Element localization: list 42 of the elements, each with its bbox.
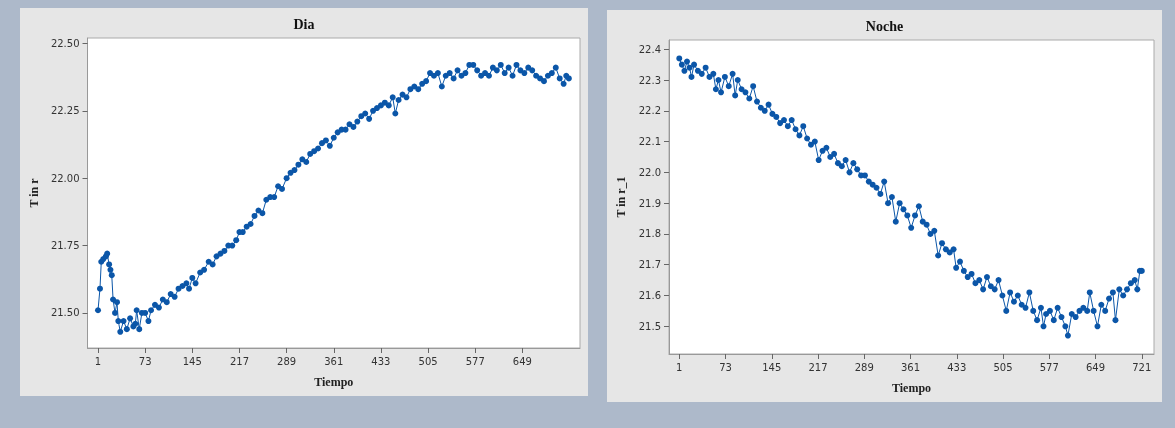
y-tick-label: 22.3 bbox=[638, 74, 661, 86]
x-tick-label: 1 bbox=[676, 361, 683, 373]
x-tick-label: 361 bbox=[900, 361, 921, 373]
y-axis-title: T in r bbox=[27, 177, 41, 208]
y-tick-label: 21.7 bbox=[638, 259, 661, 271]
y-tick-label: 21.8 bbox=[638, 228, 661, 240]
x-tick-label: 73 bbox=[719, 361, 732, 373]
x-tick-label: 1 bbox=[94, 355, 102, 367]
x-axis-title: Tiempo bbox=[891, 381, 932, 395]
x-tick-label: 505 bbox=[993, 361, 1013, 373]
x-tick-label: 505 bbox=[418, 355, 438, 367]
y-tick-label: 22.2 bbox=[638, 105, 661, 117]
x-tick-label: 433 bbox=[371, 355, 391, 367]
chart-title: Noche bbox=[865, 18, 904, 34]
y-tick-label: 22.00 bbox=[50, 172, 80, 184]
x-tick-label: 649 bbox=[1086, 361, 1106, 373]
y-tick-label: 22.4 bbox=[638, 43, 661, 55]
x-tick-label: 361 bbox=[324, 355, 344, 367]
y-tick-label: 21.50 bbox=[50, 307, 80, 319]
y-tick-label: 21.5 bbox=[638, 320, 661, 332]
x-tick-label: 433 bbox=[947, 361, 967, 373]
y-tick-label: 21.9 bbox=[638, 197, 661, 209]
y-tick-label: 22.50 bbox=[50, 37, 80, 49]
x-tick-label: 649 bbox=[512, 355, 532, 367]
x-tick-label: 289 bbox=[854, 361, 874, 373]
y-tick-label: 21.6 bbox=[638, 290, 661, 302]
x-tick-label: 145 bbox=[182, 355, 202, 367]
y-axis-title: T in r_1 bbox=[614, 176, 628, 218]
y-tick-label: 22.1 bbox=[638, 136, 661, 148]
y-tick-label: 22.25 bbox=[50, 105, 80, 117]
x-tick-label: 217 bbox=[808, 361, 828, 373]
x-axis-title: Tiempo bbox=[314, 375, 354, 389]
x-tick-label: 721 bbox=[1132, 361, 1152, 373]
x-tick-label: 73 bbox=[138, 355, 152, 367]
y-tick-label: 22.0 bbox=[638, 166, 661, 178]
x-tick-label: 217 bbox=[229, 355, 250, 367]
x-tick-label: 577 bbox=[1039, 361, 1059, 373]
y-tick-label: 21.75 bbox=[50, 240, 80, 252]
x-tick-label: 577 bbox=[465, 355, 485, 367]
x-tick-label: 289 bbox=[277, 355, 297, 367]
chart-title: Dia bbox=[293, 16, 315, 32]
x-tick-label: 145 bbox=[762, 361, 782, 373]
